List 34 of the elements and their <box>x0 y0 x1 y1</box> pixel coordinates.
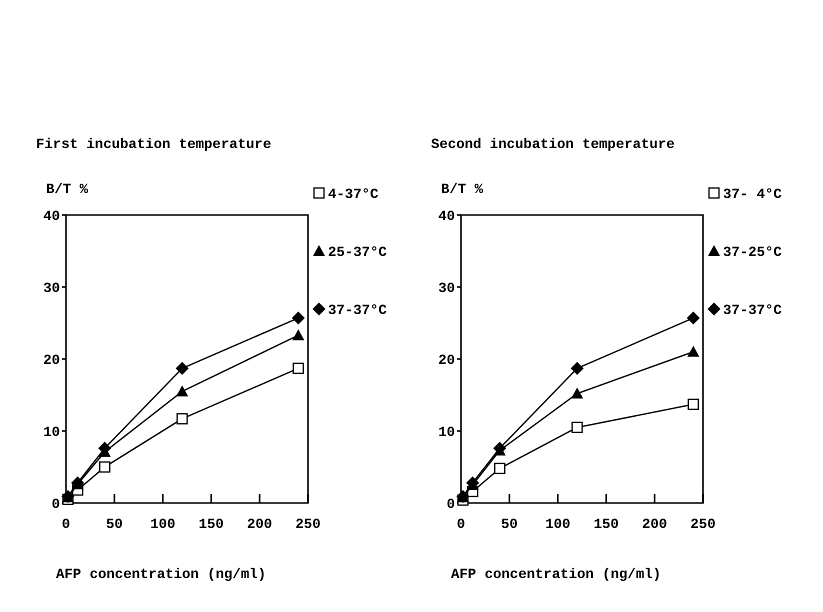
x-tick-label: 100 <box>150 517 176 533</box>
chart-title: First incubation temperature <box>36 137 272 153</box>
legend-label: 37-25°C <box>723 245 782 261</box>
y-axis-title: B/T % <box>46 182 89 198</box>
y-tick-label: 0 <box>52 497 60 513</box>
y-tick-label: 10 <box>438 425 455 441</box>
y-tick-label: 40 <box>438 209 455 225</box>
x-axis-title: AFP concentration (ng/ml) <box>451 567 662 583</box>
x-tick-label: 200 <box>246 517 272 533</box>
chart-title: Second incubation temperature <box>431 137 675 153</box>
x-axis-title: AFP concentration (ng/ml) <box>56 567 266 583</box>
y-tick-label: 0 <box>446 497 455 513</box>
x-tick-label: 50 <box>106 517 123 533</box>
x-tick-label: 0 <box>456 517 466 533</box>
y-tick-label: 30 <box>438 281 455 297</box>
y-axis-title: B/T % <box>441 182 484 198</box>
x-tick-label: 250 <box>295 517 321 533</box>
legend-label: 37- 4°C <box>723 187 782 203</box>
legend-label: 4-37°C <box>328 187 380 203</box>
x-tick-label: 100 <box>545 517 570 533</box>
y-tick-label: 10 <box>43 425 60 441</box>
legend-label: 37-37°C <box>723 303 782 319</box>
x-tick-label: 150 <box>594 517 619 533</box>
legend-label: 37-37°C <box>328 303 388 319</box>
y-tick-label: 20 <box>43 353 60 369</box>
x-tick-label: 150 <box>198 517 224 533</box>
x-tick-label: 0 <box>62 517 70 533</box>
y-tick-label: 40 <box>43 209 60 225</box>
x-tick-label: 250 <box>690 517 716 533</box>
y-tick-label: 20 <box>438 353 455 369</box>
legend-label: 25-37°C <box>328 245 388 261</box>
y-tick-label: 30 <box>43 281 60 297</box>
x-tick-label: 50 <box>500 517 518 533</box>
x-tick-label: 200 <box>642 517 668 533</box>
